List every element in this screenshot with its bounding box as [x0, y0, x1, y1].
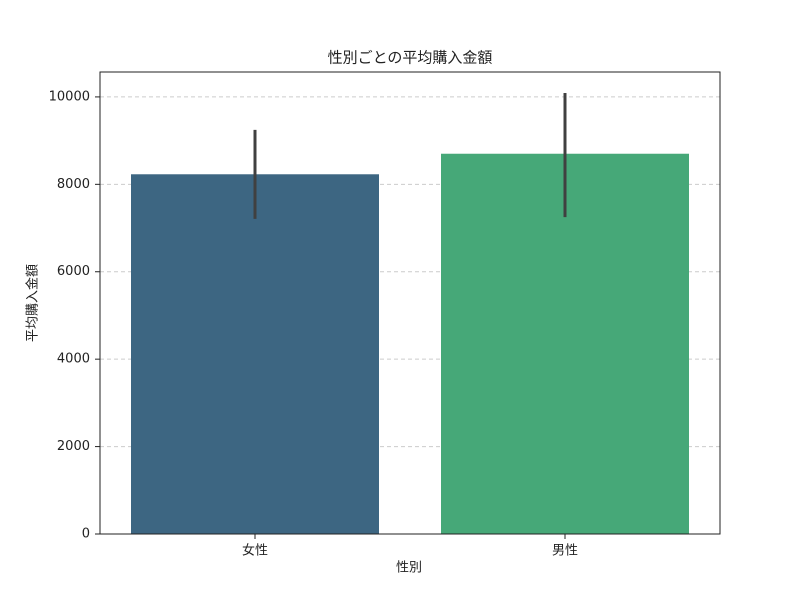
plot-frame [99, 71, 721, 535]
y-tick-label: 4000 [57, 352, 90, 367]
y-tick-label: 0 [82, 527, 90, 542]
y-tick-label: 8000 [57, 177, 90, 192]
y-tick-label: 2000 [57, 439, 90, 454]
y-tick-label: 10000 [49, 89, 90, 104]
x-tick-label: 男性 [552, 544, 578, 559]
x-tick-label: 女性 [242, 543, 268, 559]
y-axis-label: 平均購入金額 [25, 264, 41, 342]
x-axis-label: 性別 [396, 561, 422, 576]
bar [131, 174, 379, 535]
y-tick-label: 6000 [57, 264, 90, 279]
chart-title: 性別ごとの平均購入金額 [328, 49, 493, 67]
